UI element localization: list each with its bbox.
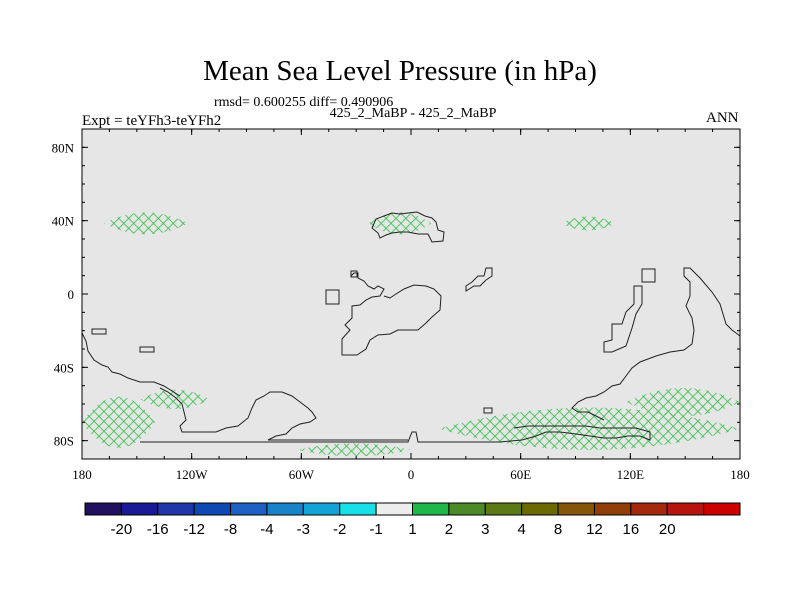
map-background: [82, 129, 740, 459]
coastline-patagonia: [159, 387, 408, 441]
coastline-africa-west: [341, 272, 442, 356]
colorbar-label: 2: [445, 521, 453, 538]
colorbar-label: 20: [659, 521, 676, 538]
region-ross-sea-patch: [297, 443, 411, 457]
colorbar-swatch: [266, 502, 304, 516]
colorbar-swatch: [484, 502, 523, 516]
experiment-label: Expt = teYFh3-teYFh2: [82, 113, 222, 129]
colorbar-label: -4: [260, 521, 273, 538]
colorbar-swatch: [557, 502, 595, 516]
colorbar-label: 4: [517, 521, 525, 538]
colorbar-label: -20: [111, 521, 133, 538]
colorbar-swatch: [339, 502, 377, 516]
y-tick-label: 80N: [52, 140, 75, 155]
colorbar-swatch: [193, 502, 232, 516]
colorbar-label: 3: [481, 521, 489, 538]
stats-line: rmsd= 0.600255 diff= 0.490906: [214, 95, 394, 110]
colorbar-swatch: [703, 502, 741, 516]
coastline-indian-ocean: [571, 267, 740, 421]
colorbar-label: 1: [408, 521, 416, 538]
island-kerguelen: [483, 407, 493, 414]
colorbar-swatch: [302, 502, 341, 516]
colorbar-swatch: [84, 502, 122, 516]
island-caribbean: [325, 289, 340, 305]
x-tick-label: 60W: [289, 467, 315, 482]
positive-anomaly-layer: [82, 212, 740, 457]
colorbar-label: -12: [183, 521, 205, 538]
colorbar: -20 -16 -12 -8 -4 -3 -2 -1 1 2 3 4 8 12 16 20: [84, 502, 741, 538]
colorbar-swatch: [157, 502, 195, 516]
colorbar-swatch: [412, 502, 450, 516]
colorbar-label: -1: [369, 521, 382, 538]
coastline-mediterranean: [371, 211, 445, 243]
colorbar-swatch: [120, 502, 159, 516]
region-azores-high: [368, 212, 432, 235]
colorbar-label: -3: [297, 521, 310, 538]
x-tick-label: 120W: [176, 467, 209, 482]
colorbar-label: -2: [333, 521, 346, 538]
colorbar-label: -16: [147, 521, 169, 538]
coastline-south-america-north: [82, 332, 181, 397]
chart-title: Mean Sea Level Pressure (in hPa): [203, 55, 597, 87]
region-west-pacific-high: [560, 216, 616, 231]
colorbar-swatch: [593, 502, 632, 516]
colorbar-swatch: [666, 502, 705, 516]
colorbar-label: 12: [586, 521, 603, 538]
island-cape-verde: [350, 270, 358, 278]
x-tick-label: 0: [408, 467, 415, 482]
region-south-pacific-high: [82, 396, 156, 448]
colorbar-swatch: [630, 502, 668, 516]
island-south-atlantic: [91, 328, 107, 335]
region-north-pacific-high: [103, 212, 189, 235]
colorbar-label: 16: [622, 521, 639, 538]
coastline-australia: [603, 285, 643, 353]
colorbar-swatch: [448, 502, 486, 516]
x-tick-label: 180: [730, 467, 750, 482]
x-tick-label: 180: [72, 467, 92, 482]
coastline-antarctica: [140, 425, 651, 443]
island-south-atlantic-2: [139, 346, 155, 353]
colorbar-swatch: [521, 502, 559, 516]
y-tick-label: 40S: [54, 360, 74, 375]
x-tick-label: 120E: [617, 467, 645, 482]
x-tick-label: 60E: [510, 467, 531, 482]
axes-layer: 180 120W 60W 0 60E 120E 180 80N 40N 0 40S 80S: [52, 129, 750, 482]
region-south-indian-high: [626, 388, 740, 417]
region-south-atlantic-patch: [140, 389, 210, 410]
colorbar-label: -8: [224, 521, 237, 538]
y-tick-label: 40N: [52, 214, 75, 229]
coastline-arabia: [465, 267, 493, 292]
season-label: ANN: [706, 110, 739, 126]
colorbar-swatch: [230, 502, 268, 516]
chart-subtitle: 425_2_MaBP - 425_2_MaBP: [329, 106, 497, 121]
coastline-layer: [82, 211, 740, 443]
island-pacific: [641, 268, 656, 283]
y-tick-label: 80S: [54, 434, 74, 449]
y-tick-label: 0: [68, 287, 75, 302]
region-antarctic-low-band: [438, 407, 740, 450]
colorbar-label: 8: [554, 521, 562, 538]
colorbar-swatch: [375, 502, 414, 516]
